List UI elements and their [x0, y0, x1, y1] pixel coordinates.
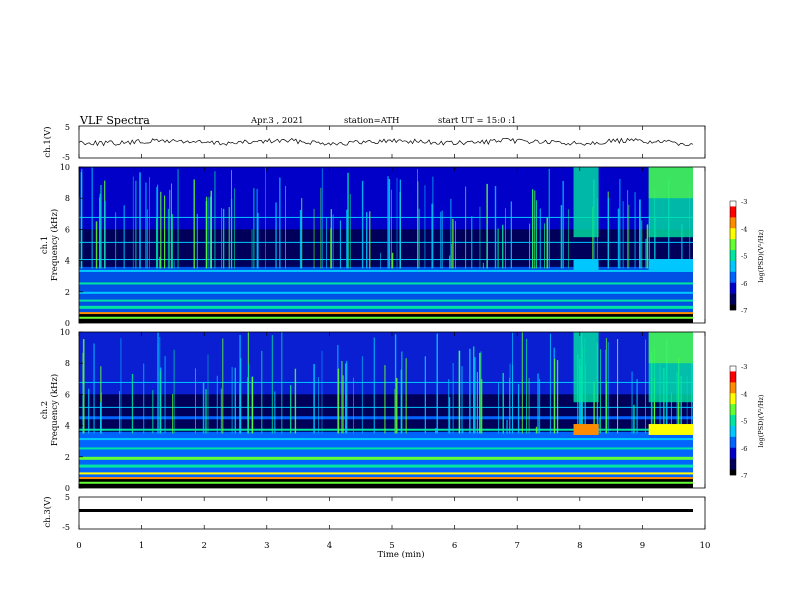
- frequency-tick-label: 0: [65, 319, 70, 328]
- time-tick-label: 9: [640, 541, 645, 551]
- ch1-ytick-top: 5: [65, 123, 70, 132]
- colorbar-tick-label: -6: [741, 280, 747, 288]
- ch3-waveform-trace: [79, 509, 693, 512]
- colorbar-tick-label: -6: [741, 445, 747, 453]
- frequency-tick-label: 4: [65, 257, 70, 266]
- ch1-spec-ylabel-line1: ch.1: [40, 236, 50, 254]
- time-tick-label: 6: [452, 541, 457, 551]
- frequency-tick-label: 8: [65, 359, 70, 368]
- colorbar-tick-label: -4: [741, 225, 747, 233]
- time-tick-label: 2: [201, 541, 206, 551]
- colorbar-tick-label: -5: [741, 418, 747, 426]
- frequency-tick-label: 4: [65, 422, 70, 431]
- time-tick-label: 4: [327, 541, 332, 551]
- time-tick-label: 1: [139, 541, 144, 551]
- frequency-tick-label: 10: [60, 328, 70, 337]
- time-tick-label: 0: [76, 541, 81, 551]
- ch2-spec-ylabel-line1: ch.2: [40, 401, 50, 419]
- figure-title: VLF Spectra: [79, 114, 150, 127]
- frequency-tick-label: 0: [65, 484, 70, 493]
- frequency-tick-label: 2: [65, 453, 70, 462]
- time-tick-label: 3: [264, 541, 269, 551]
- ch2-spectrogram-panel: 0 2 4 6 8 10 ch.2 Frequency (kHz): [40, 328, 706, 493]
- ch1-waveform-trace: [78, 137, 694, 147]
- ch2-spectrogram-image: [79, 332, 693, 488]
- time-tick-label: 10: [700, 541, 711, 551]
- frequency-tick-label: 6: [65, 225, 70, 234]
- ch3-waveform-panel: 5 -5 ch.3(V): [42, 493, 706, 532]
- colorbar-tick-label: -3: [741, 363, 747, 371]
- ch1-spectrogram-panel: 0 2 4 6 8 10 ch.1 Frequency (kHz): [40, 163, 706, 328]
- station-label: station=ATH: [344, 116, 399, 126]
- ch1-waveform-panel: 5 -5 ch.1(V): [42, 123, 706, 162]
- colorbar-tick-label: -3: [741, 198, 747, 206]
- time-tick-label: 5: [389, 541, 394, 551]
- ch3-waveform-ylabel: ch.3(V): [42, 496, 53, 527]
- frequency-tick-label: 10: [60, 163, 70, 172]
- time-axis: 0 1 2 3 4 5 6 7 8 9 10: [76, 126, 710, 551]
- ch3-ytick-bottom: -5: [62, 523, 70, 532]
- ch1-colorbar-label: log(PSD)(V²/Hz): [757, 229, 765, 282]
- ch2-colorbar-label: log(PSD)(V²/Hz): [757, 394, 765, 447]
- frequency-tick-label: 6: [65, 390, 70, 399]
- ch3-ytick-top: 5: [65, 493, 70, 502]
- ch1-ytick-bottom: -5: [62, 153, 70, 162]
- colorbar-tick-label: -7: [741, 307, 747, 315]
- date-label: Apr.3 , 2021: [250, 116, 304, 126]
- time-tick-label: 8: [577, 541, 582, 551]
- ch1-waveform-ylabel: ch.1(V): [42, 126, 53, 157]
- colorbar-tick-label: -4: [741, 390, 747, 398]
- ch2-frequency-ticks: 0 2 4 6 8 10: [60, 328, 83, 493]
- start-time-label: start UT = 15:0 :1: [438, 116, 516, 126]
- frequency-tick-label: 8: [65, 194, 70, 203]
- time-tick-label: 7: [514, 541, 519, 551]
- colorbar-tick-label: -5: [741, 253, 747, 261]
- ch1-frequency-ticks: 0 2 4 6 8 10: [60, 163, 83, 328]
- ch2-colorbar: -3 -4 -5 -6 -7 log(PSD)(V²/Hz): [729, 363, 765, 480]
- ch1-spec-ylabel-line2: Frequency (kHz): [49, 209, 60, 281]
- ch1-colorbar: -3 -4 -5 -6 -7 log(PSD)(V²/Hz): [729, 198, 765, 315]
- time-axis-label: Time (min): [377, 549, 424, 560]
- colorbar-tick-label: -7: [741, 472, 747, 480]
- ch2-spec-ylabel-line2: Frequency (kHz): [49, 374, 60, 446]
- frequency-tick-label: 2: [65, 288, 70, 297]
- ch1-spectrogram-image: [79, 167, 693, 323]
